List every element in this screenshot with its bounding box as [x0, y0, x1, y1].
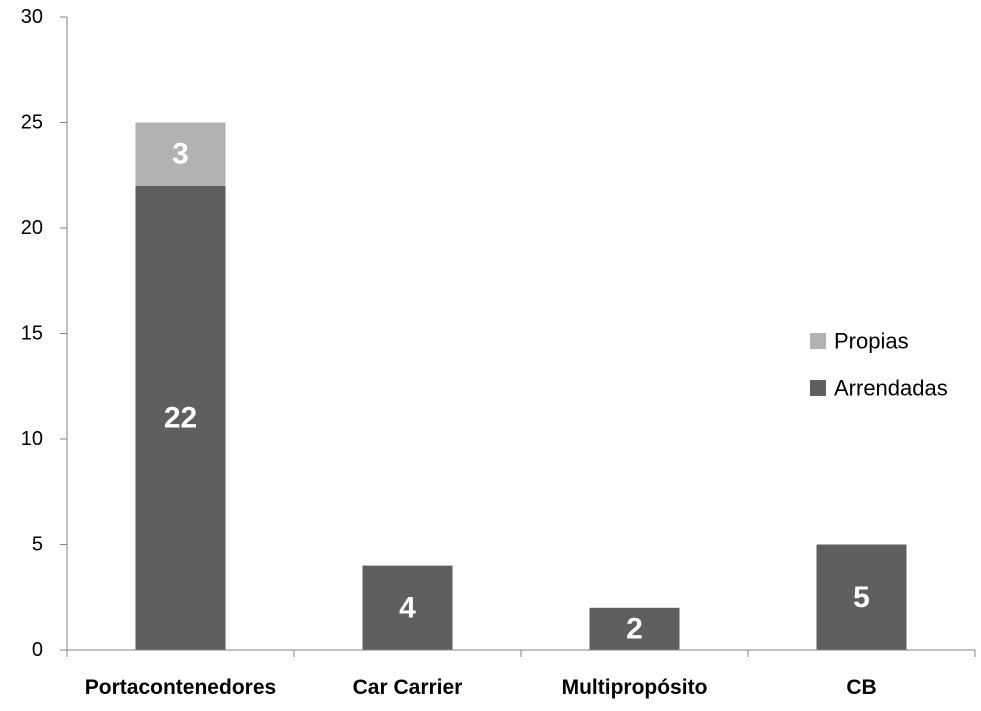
legend-swatch-propias [810, 333, 826, 349]
data-label-arrendadas-1: 4 [399, 591, 416, 624]
legend-label-propias: Propias [834, 329, 909, 354]
legend-label-arrendadas: Arrendadas [834, 376, 948, 401]
category-labels: Portacontenedores Car Carrier Multipropósi… [85, 676, 877, 699]
y-tick-label-0: 0 [32, 639, 43, 661]
bar-propias-0 [135, 122, 226, 186]
category-label-3: CB [846, 676, 876, 699]
y-tick-label-2: 10 [21, 428, 43, 450]
category-label-2: Multipropósito [562, 676, 708, 699]
y-tick-label-5: 25 [21, 112, 43, 134]
legend-swatch-arrendadas [810, 380, 826, 396]
y-tick-labels: 0 5 10 15 20 25 30 [21, 6, 43, 661]
bar-arrendadas-3 [816, 544, 907, 650]
y-tick-label-4: 20 [21, 217, 43, 239]
data-label-arrendadas-3: 5 [853, 581, 870, 614]
bar-arrendadas-1 [362, 565, 453, 650]
legend: Propias Arrendadas [810, 329, 948, 401]
category-label-0: Portacontenedores [85, 676, 276, 699]
category-label-1: Car Carrier [353, 676, 463, 699]
data-label-propias-0: 3 [172, 138, 189, 171]
data-label-arrendadas-2: 2 [626, 612, 643, 645]
y-tick-label-6: 30 [21, 6, 43, 28]
data-label-arrendadas-0: 22 [164, 401, 197, 434]
bars-layer: 22 3 4 2 5 [135, 122, 907, 651]
axes-layer [60, 16, 976, 657]
bar-arrendadas-0 [135, 185, 226, 651]
y-tick-label-3: 15 [21, 323, 43, 345]
y-tick-label-1: 5 [32, 534, 43, 556]
bar-arrendadas-2 [589, 607, 680, 650]
